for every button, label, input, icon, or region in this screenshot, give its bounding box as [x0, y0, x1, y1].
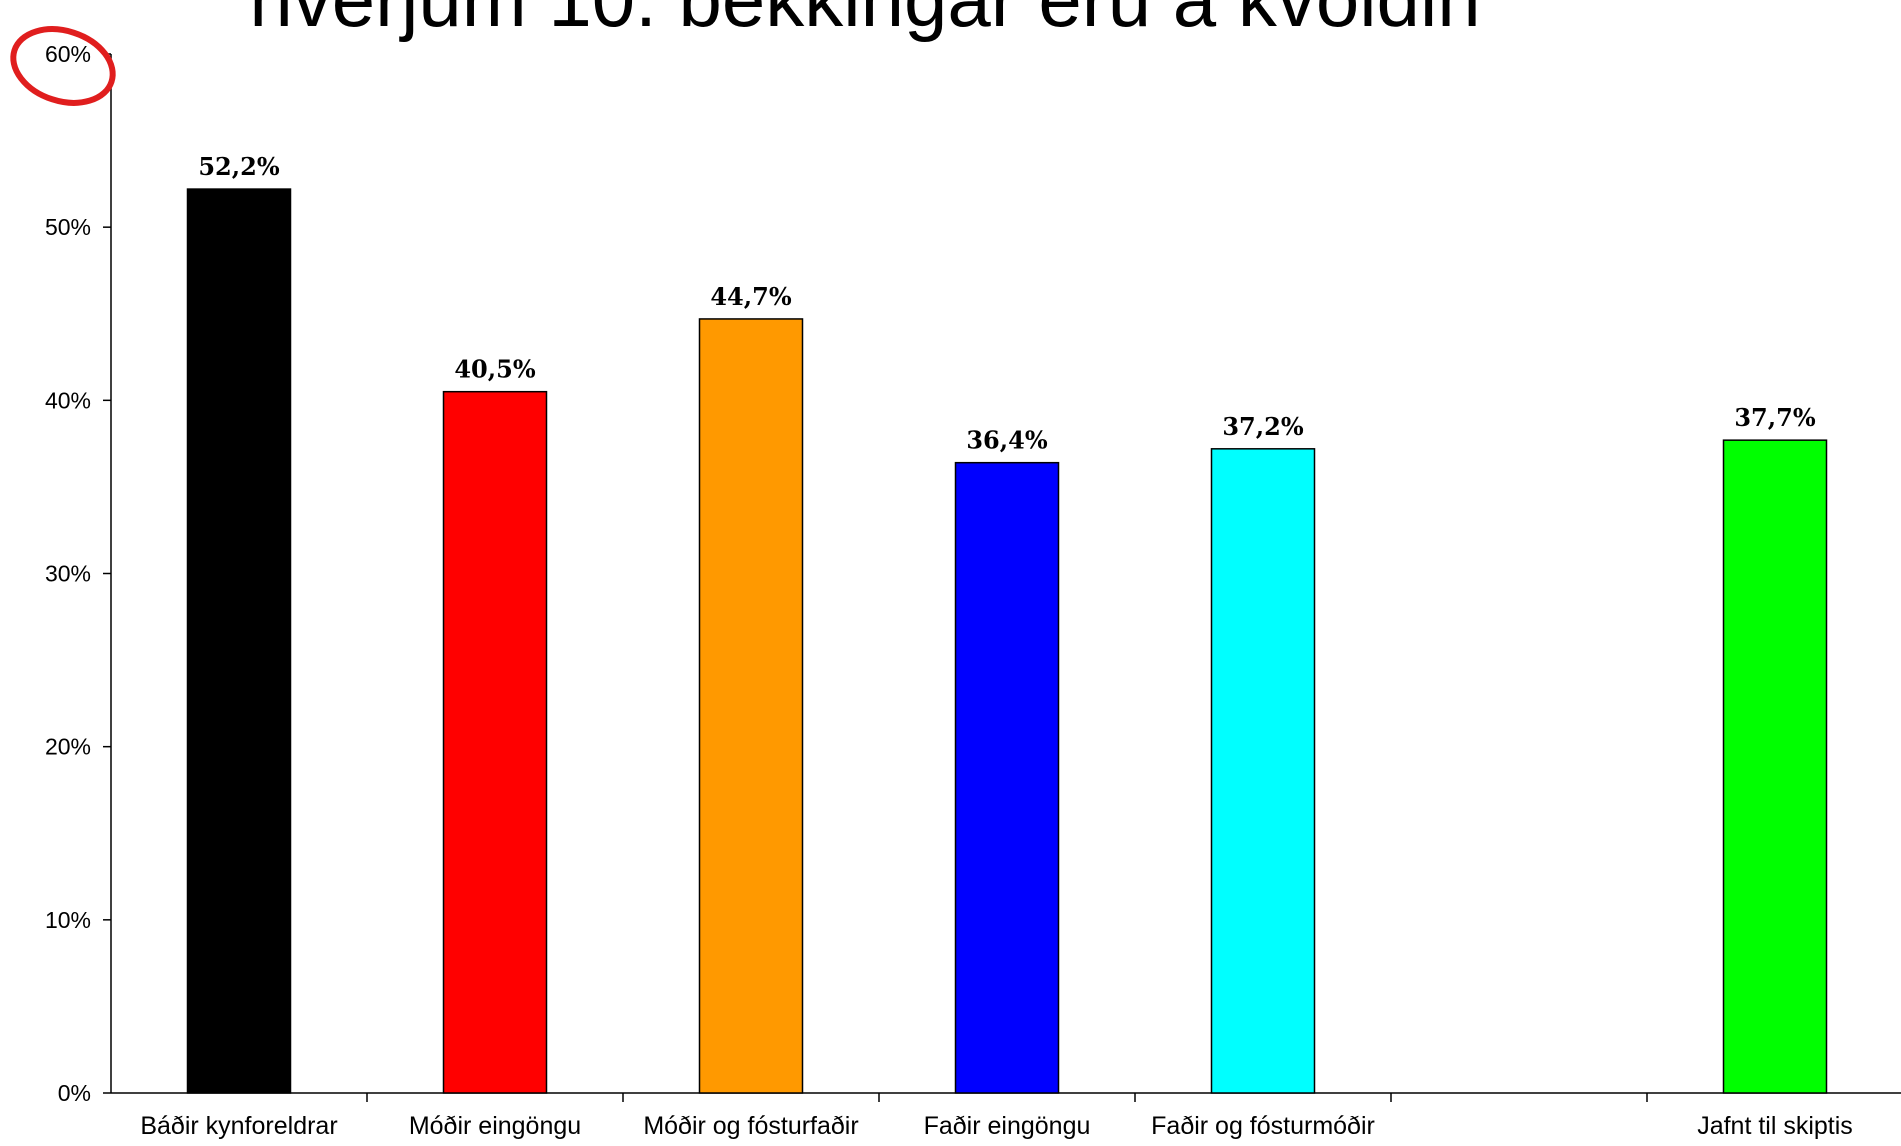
y-tick-labels: 0% 10% 20% 30% 40% 50% 60%	[45, 41, 91, 1106]
bar-value-label: 37,7%	[1734, 403, 1815, 432]
bar-value-label: 37,2%	[1222, 412, 1303, 441]
y-tick-label: 40%	[45, 387, 91, 413]
bar-value-label: 40,5%	[454, 355, 535, 384]
bar-value-label: 44,7%	[710, 282, 791, 311]
x-tick-label: Faðir eingöngu	[924, 1112, 1091, 1140]
bar	[186, 188, 292, 1094]
y-tick-label: 60%	[45, 41, 91, 67]
highlight-ellipse	[10, 26, 116, 106]
value-labels: 52,2% 40,5% 44,7% 36,4% 37,2% 37,7%	[198, 152, 1815, 455]
bar-value-label: 36,4%	[966, 426, 1047, 455]
x-tick-label: Faðir og fósturmóðir	[1151, 1112, 1375, 1140]
y-tick-label: 20%	[45, 734, 91, 760]
annotation	[10, 26, 116, 106]
y-tick-label: 0%	[58, 1080, 91, 1106]
bar	[1210, 448, 1316, 1094]
x-tick-label: Jafnt til skiptis	[1697, 1112, 1853, 1140]
y-tick-label: 10%	[45, 907, 91, 933]
x-tick-label: Móðir eingöngu	[409, 1112, 581, 1140]
bar	[954, 461, 1060, 1094]
y-tick-label: 30%	[45, 561, 91, 587]
bar	[1722, 439, 1828, 1094]
bar	[442, 390, 548, 1094]
bar-value-label: 52,2%	[198, 152, 279, 181]
bar	[698, 318, 804, 1094]
chart-title: hverjum 10. bekkingar eru á kvöldin	[249, 0, 1480, 43]
x-tick-labels: Báðir kynforeldrar Móðir eingöngu Móðir og…	[140, 1112, 1852, 1140]
x-tick-label: Móðir og fósturfaðir	[643, 1112, 858, 1140]
x-tick-label: Báðir kynforeldrar	[140, 1112, 337, 1140]
bars	[186, 188, 1828, 1094]
y-tick-label: 50%	[45, 214, 91, 240]
